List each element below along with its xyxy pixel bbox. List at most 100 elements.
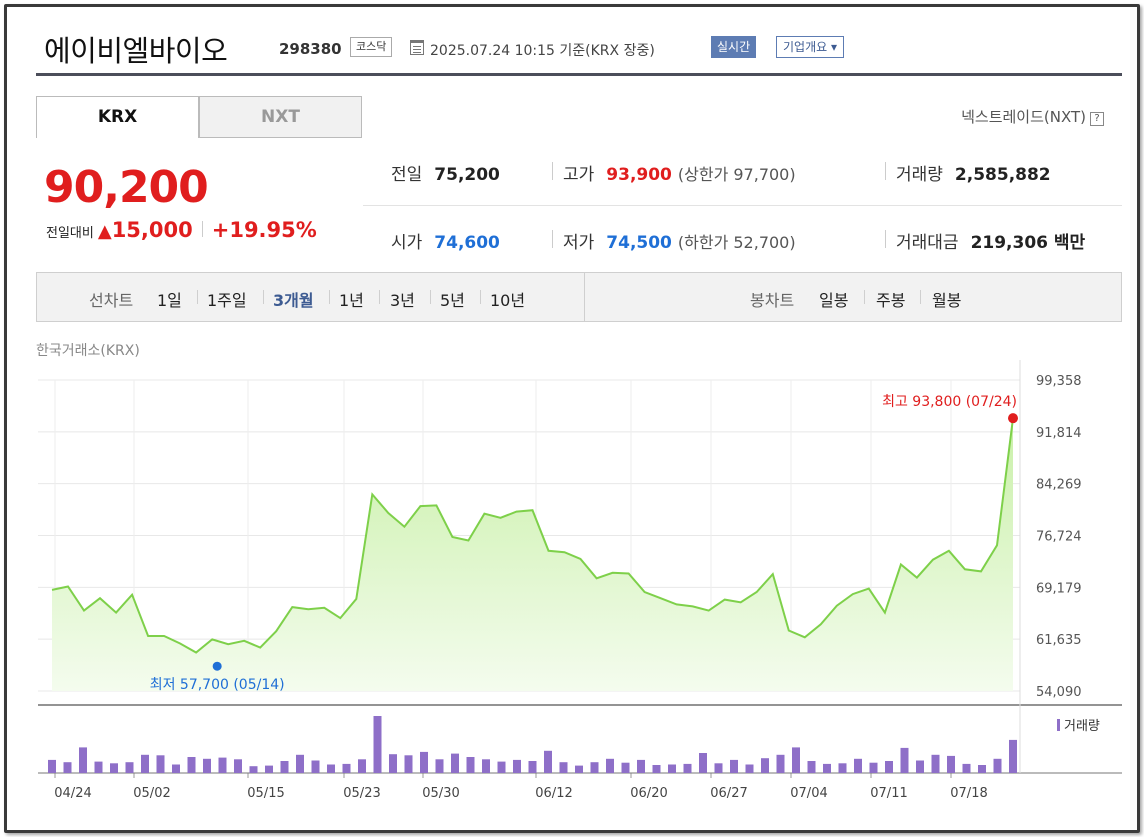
volume-bar	[203, 758, 211, 774]
x-tick-label: 07/04	[790, 786, 827, 801]
volume-bar	[327, 764, 335, 773]
volume-bar	[575, 765, 583, 773]
tab-nxt[interactable]: NXT	[199, 96, 362, 138]
candle-daily[interactable]: 일봉	[819, 291, 849, 310]
volume-bar	[141, 754, 149, 773]
price-change: 전일대비 ▲ 15,000 +19.95%	[46, 218, 317, 242]
volume-bar	[761, 758, 769, 773]
divider	[197, 290, 198, 304]
x-tick-label: 05/15	[247, 786, 284, 801]
volume-bar	[1009, 739, 1017, 773]
period-10y[interactable]: 10년	[490, 291, 526, 310]
divider	[379, 290, 380, 304]
calendar-icon	[410, 40, 424, 55]
stat-label: 고가	[563, 165, 595, 185]
divider	[864, 290, 865, 304]
line-chart-title: 선차트	[89, 291, 134, 310]
stat-low: 저가 74,500 (하한가 52,700)	[563, 228, 796, 253]
tab-krx[interactable]: KRX	[36, 96, 199, 138]
volume-bar	[156, 755, 165, 773]
stock-header: 에이비엘바이오 298380 코스닥 2025.07.24 10:15 기준(K…	[36, 18, 1122, 76]
x-tick-label: 05/30	[422, 786, 459, 801]
exchange-label: 한국거래소(KRX)	[36, 343, 140, 359]
change-percent: +19.95%	[211, 218, 317, 242]
divider	[480, 290, 481, 304]
divider	[329, 290, 330, 304]
nextrade-link-label: 넥스트레이드(NXT)	[961, 108, 1086, 126]
divider	[201, 221, 203, 237]
divider	[885, 162, 886, 180]
chart-period-bar: 선차트 1일 1주일 3개월 1년 3년 5년 10년 봉차트 일봉 주봉 월봉	[36, 272, 1122, 322]
volume-bar	[931, 754, 940, 773]
volume-bar	[234, 759, 242, 773]
volume-bar	[249, 766, 258, 773]
candle-weekly[interactable]: 주봉	[876, 291, 906, 310]
x-tick-label: 04/24	[54, 786, 91, 801]
help-icon[interactable]: ?	[1090, 112, 1104, 126]
volume-bar	[900, 747, 909, 773]
stat-label: 거래대금	[896, 233, 959, 253]
volume-bar	[730, 759, 738, 773]
volume-bar	[342, 763, 351, 773]
volume-bar	[218, 757, 227, 773]
period-5y[interactable]: 5년	[440, 291, 465, 310]
volume-bar	[776, 754, 785, 773]
timestamp: 2025.07.24 10:15 기준(KRX 장중)	[430, 43, 655, 59]
stat-value: 74,500	[606, 233, 672, 253]
volume-bar	[683, 763, 692, 773]
change-amount: 15,000	[111, 218, 193, 242]
volume-bar	[978, 765, 986, 773]
divider	[552, 162, 553, 180]
company-overview-dropdown[interactable]: 기업개요 ▾	[776, 36, 844, 58]
stat-value: 74,600	[434, 233, 500, 253]
change-label: 전일대비	[46, 226, 94, 241]
volume-bar	[823, 763, 831, 773]
volume-bar	[621, 762, 630, 773]
candle-chart-title: 봉차트	[750, 291, 795, 310]
stat-trade-amount: 거래대금 219,306 백만	[896, 228, 1085, 253]
stat-label: 거래량	[896, 165, 943, 185]
stock-code: 298380	[279, 40, 342, 58]
stat-label: 전일	[391, 165, 423, 185]
volume-bar	[916, 760, 924, 773]
stat-high: 고가 93,900 (상한가 97,700)	[563, 160, 796, 185]
x-tick-label: 07/11	[870, 786, 907, 801]
period-3y[interactable]: 3년	[390, 291, 415, 310]
volume-bar	[993, 758, 1002, 774]
volume-bar	[466, 757, 475, 773]
nextrade-link[interactable]: 넥스트레이드(NXT)?	[961, 106, 1104, 127]
volume-bar	[637, 759, 645, 773]
volume-bar	[528, 761, 537, 773]
period-1y[interactable]: 1년	[339, 291, 364, 310]
period-3m[interactable]: 3개월	[273, 291, 314, 310]
volume-bar	[94, 761, 103, 773]
volume-bar	[296, 754, 304, 773]
volume-bar	[79, 747, 87, 774]
candle-monthly[interactable]: 월봉	[932, 291, 962, 310]
stat-volume: 거래량 2,585,882	[896, 160, 1051, 185]
x-tick-label: 07/18	[950, 786, 987, 801]
divider	[263, 290, 264, 304]
volume-bar	[559, 762, 568, 773]
company-name: 에이비엘바이오	[44, 34, 228, 68]
volume-bar	[745, 764, 754, 773]
volume-bar	[699, 753, 707, 773]
stat-value: 2,585,882	[954, 165, 1051, 185]
stat-label: 시가	[391, 233, 423, 253]
period-1d[interactable]: 1일	[157, 291, 182, 310]
volume-bar	[311, 760, 320, 773]
divider	[430, 290, 431, 304]
min-annotation: 최저 57,700 (05/14)	[150, 677, 285, 693]
divider	[584, 273, 585, 321]
volume-bar	[63, 762, 72, 773]
realtime-button[interactable]: 실시간	[711, 36, 757, 58]
market-badge: 코스닥	[350, 37, 393, 57]
volume-bar	[125, 762, 134, 773]
volume-bar	[373, 716, 382, 773]
volume-bar	[962, 763, 971, 773]
up-arrow-icon: ▲	[97, 221, 112, 242]
price-area	[52, 418, 1013, 691]
volume-bar	[358, 759, 366, 773]
y-tick-label: 91,814	[1036, 426, 1082, 441]
period-1w[interactable]: 1주일	[207, 291, 247, 310]
